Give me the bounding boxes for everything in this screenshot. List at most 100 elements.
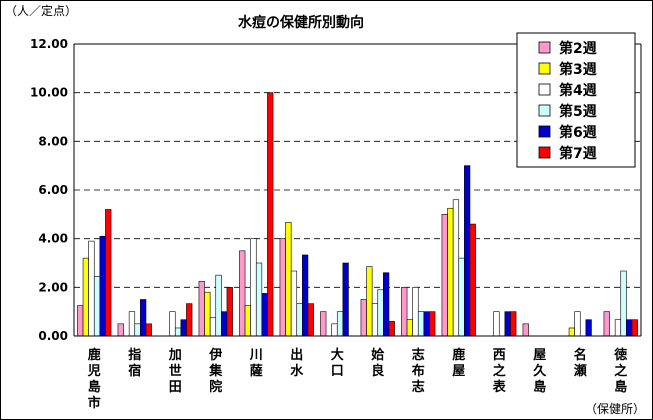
bar bbox=[585, 319, 592, 337]
legend-label: 第7週 bbox=[559, 145, 597, 162]
x-category-label: 指宿 bbox=[128, 347, 141, 379]
bar bbox=[631, 319, 638, 337]
bar bbox=[285, 222, 292, 337]
bar bbox=[117, 323, 124, 337]
x-category-label: 西之表 bbox=[492, 348, 507, 395]
bar bbox=[452, 199, 460, 337]
y-tick-label: 12.00 bbox=[30, 37, 68, 51]
bar bbox=[401, 287, 408, 337]
bar bbox=[204, 291, 211, 337]
x-category-label: 加世田 bbox=[168, 348, 182, 395]
bar bbox=[99, 235, 106, 337]
bar bbox=[307, 303, 314, 337]
bar bbox=[255, 262, 263, 337]
bar bbox=[493, 311, 500, 337]
bar bbox=[180, 319, 187, 337]
x-category-label: 屋久島 bbox=[533, 348, 547, 395]
x-category-label: 徳之島 bbox=[613, 347, 627, 395]
bar bbox=[464, 165, 471, 337]
bar bbox=[360, 299, 367, 337]
bar bbox=[244, 305, 251, 337]
bar bbox=[290, 270, 298, 337]
x-category-label: 姶良 bbox=[371, 347, 385, 379]
bar bbox=[568, 327, 575, 337]
bar bbox=[302, 254, 309, 337]
bar bbox=[134, 323, 141, 337]
y-tick-label: 10.00 bbox=[30, 86, 68, 100]
y-tick-label: 8.00 bbox=[38, 134, 68, 148]
legend-swatch bbox=[538, 104, 551, 117]
legend-box bbox=[516, 32, 636, 168]
bar bbox=[522, 323, 529, 337]
bar bbox=[371, 303, 379, 337]
legend-label: 第6週 bbox=[559, 124, 597, 141]
bar bbox=[174, 327, 182, 337]
bar bbox=[342, 262, 349, 337]
bar bbox=[105, 209, 112, 337]
bar bbox=[574, 311, 581, 337]
legend-label: 第4週 bbox=[559, 82, 597, 99]
bar bbox=[145, 323, 152, 337]
bar bbox=[82, 257, 89, 337]
legend-swatch bbox=[538, 41, 551, 54]
bar bbox=[388, 321, 395, 337]
legend-swatch bbox=[538, 62, 551, 75]
bar bbox=[447, 207, 454, 337]
chart-title: 水痘の保健所別動向 bbox=[238, 14, 364, 31]
bar bbox=[140, 299, 147, 337]
x-category-label: 鹿屋 bbox=[452, 347, 465, 379]
x-category-label: 伊集院 bbox=[208, 347, 223, 395]
bar bbox=[261, 293, 268, 337]
bar bbox=[93, 276, 101, 337]
bar bbox=[429, 311, 436, 337]
bar bbox=[510, 311, 517, 337]
bar bbox=[504, 311, 511, 337]
bar bbox=[412, 287, 419, 337]
bar bbox=[417, 311, 425, 337]
bar bbox=[77, 305, 84, 337]
bar bbox=[383, 272, 390, 337]
legend-label: 第3週 bbox=[559, 61, 597, 78]
bar bbox=[198, 280, 205, 337]
bar bbox=[128, 311, 136, 337]
y-tick-label: 0.00 bbox=[38, 329, 68, 343]
bar bbox=[458, 257, 465, 337]
bar bbox=[279, 238, 286, 337]
bar bbox=[626, 319, 633, 337]
bar bbox=[88, 240, 95, 337]
bar bbox=[226, 287, 233, 337]
y-tick-label: 4.00 bbox=[38, 232, 68, 246]
legend-swatch bbox=[538, 125, 551, 138]
y-tick-label: 6.00 bbox=[38, 183, 68, 197]
bar bbox=[377, 289, 384, 337]
legend-swatch bbox=[538, 146, 551, 159]
bar bbox=[366, 266, 373, 337]
x-category-label: 鹿児島市 bbox=[87, 347, 101, 411]
bar bbox=[320, 311, 327, 337]
legend-swatch bbox=[538, 83, 551, 96]
y-tick-labels: 0.00 2.00 4.00 6.00 8.00 10.00 12.00 bbox=[30, 37, 68, 343]
bar bbox=[441, 214, 448, 337]
legend-label: 第2週 bbox=[559, 40, 597, 57]
x-category-label: 名瀬 bbox=[574, 347, 587, 379]
bar bbox=[169, 311, 176, 337]
bar bbox=[186, 303, 193, 337]
bar bbox=[603, 311, 610, 337]
bar bbox=[239, 250, 246, 337]
bar bbox=[331, 323, 338, 337]
bar bbox=[423, 311, 430, 337]
bar bbox=[267, 92, 274, 337]
bar bbox=[614, 319, 622, 337]
bar bbox=[221, 311, 228, 337]
bar bbox=[215, 274, 222, 337]
bar bbox=[620, 270, 627, 337]
bar bbox=[406, 319, 413, 337]
x-category-label: 大口 bbox=[331, 347, 344, 379]
x-category-label: 志布志 bbox=[412, 347, 425, 395]
legend-label: 第5週 bbox=[559, 103, 597, 120]
bar bbox=[336, 311, 344, 337]
bar bbox=[250, 238, 257, 337]
